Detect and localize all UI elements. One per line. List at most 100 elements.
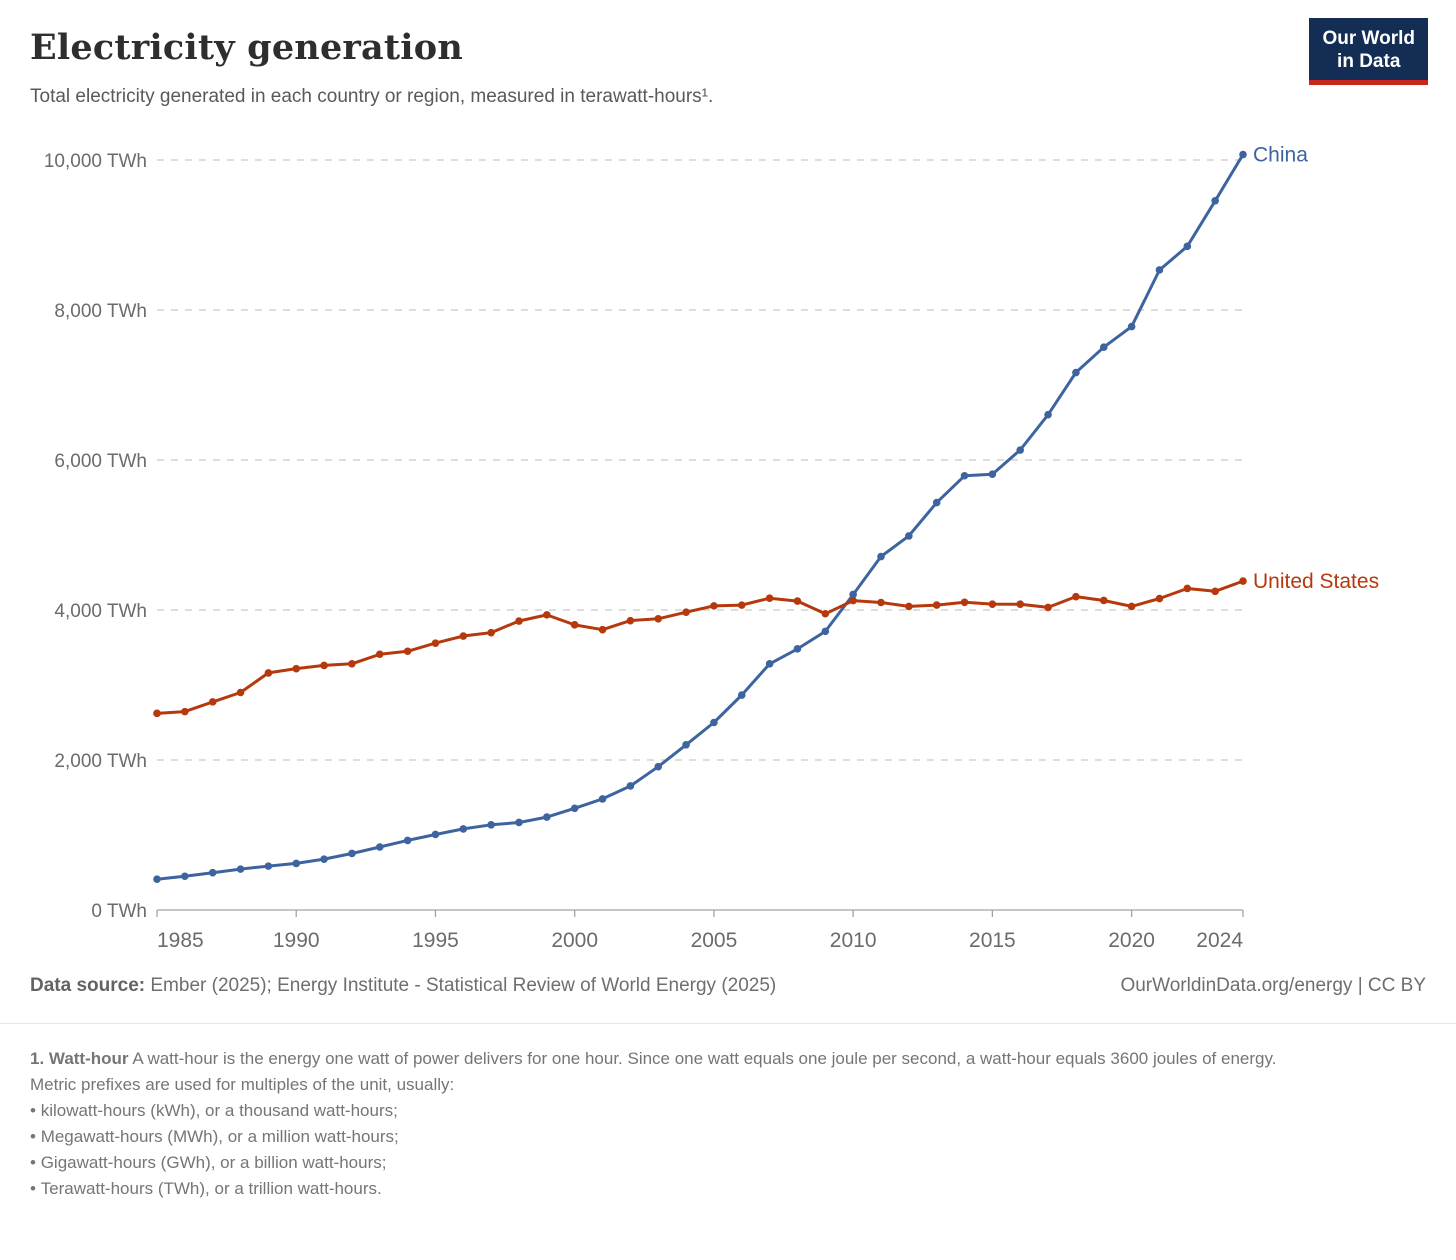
data-point <box>737 691 746 700</box>
data-point <box>1127 602 1136 611</box>
data-point <box>459 632 468 641</box>
data-point <box>515 819 523 827</box>
x-axis-label: 2020 <box>1108 929 1155 952</box>
data-point <box>153 875 161 884</box>
footer-divider <box>0 1023 1456 1025</box>
data-point <box>932 601 941 610</box>
data-point <box>849 591 857 599</box>
data-point <box>626 617 635 625</box>
x-axis-label: 2010 <box>830 929 877 952</box>
data-point <box>348 660 356 668</box>
data-point <box>988 470 997 479</box>
x-axis-label: 2015 <box>969 929 1016 952</box>
data-point <box>626 782 635 791</box>
data-point <box>1044 411 1052 419</box>
data-point <box>292 859 301 868</box>
data-point <box>570 804 579 813</box>
data-point <box>375 650 384 659</box>
data-point <box>264 862 273 871</box>
y-axis-label: 4,000 TWh <box>54 601 147 622</box>
data-point <box>821 610 830 618</box>
data-point <box>765 594 774 603</box>
series-label-china[interactable]: China <box>1253 144 1308 167</box>
owid-logo[interactable]: Our World in Data <box>1309 18 1428 86</box>
data-point <box>264 669 273 678</box>
data-point <box>1155 266 1164 275</box>
y-axis-label: 8,000 TWh <box>54 301 147 322</box>
data-point <box>181 708 189 716</box>
line-chart[interactable]: 0 TWh 2,000 TWh 4,000 TWh 6,000 TWh 8,000 TW… <box>0 110 1456 963</box>
data-point <box>932 499 941 507</box>
data-point <box>1239 151 1247 159</box>
footnote-block: 1. Watt-hour A watt-hour is the energy o… <box>30 1046 1426 1202</box>
owid-logo-line2: in Data <box>1337 51 1401 73</box>
data-point <box>1072 593 1080 601</box>
data-point <box>598 795 607 804</box>
data-point <box>320 661 328 670</box>
data-point <box>181 872 189 881</box>
data-point <box>403 647 412 656</box>
data-point <box>710 719 718 727</box>
data-source-line: Data source: Ember (2025); Energy Instit… <box>30 975 776 997</box>
data-point <box>737 601 746 610</box>
data-source-label: Data source: <box>30 975 146 997</box>
data-point <box>208 869 217 877</box>
data-point <box>320 855 328 864</box>
data-point <box>849 597 857 605</box>
data-point <box>793 597 802 606</box>
data-point <box>821 627 830 636</box>
data-point <box>1155 595 1164 603</box>
y-axis-label: 2,000 TWh <box>54 751 147 772</box>
footnote-bullet-list: kilowatt-hours (kWh), or a thousand watt… <box>30 1098 1426 1202</box>
data-point <box>236 689 245 697</box>
data-point <box>710 602 718 611</box>
data-point <box>348 849 356 858</box>
series-line-china <box>155 153 1245 882</box>
data-point <box>1099 597 1108 605</box>
footnote-bullet: Gigawatt-hours (GWh), or a billion watt-… <box>30 1150 1426 1176</box>
data-point <box>208 698 217 707</box>
data-point <box>960 598 969 607</box>
data-point <box>543 611 551 620</box>
data-point <box>1211 197 1219 205</box>
series-line-united-states <box>155 579 1245 716</box>
data-point <box>877 599 885 607</box>
data-point <box>487 629 495 637</box>
data-point <box>654 763 663 771</box>
footnote-definition: 1. Watt-hour A watt-hour is the energy o… <box>30 1046 1426 1072</box>
x-axis-label: 1985 <box>157 929 204 952</box>
data-point <box>431 639 440 648</box>
data-point <box>1099 343 1108 352</box>
data-point <box>905 602 913 611</box>
x-axis-label: 1995 <box>412 929 459 952</box>
footnote-bullet: Terawatt-hours (TWh), or a trillion watt… <box>30 1176 1426 1202</box>
data-point <box>598 626 607 634</box>
chart-footer: Data source: Ember (2025); Energy Instit… <box>0 975 1456 997</box>
data-point <box>236 865 245 874</box>
data-point <box>292 665 301 673</box>
license-link[interactable]: OurWorldinData.org/energy | CC BY <box>1120 975 1426 997</box>
x-axis-label: 2005 <box>691 929 738 952</box>
data-point <box>153 709 161 718</box>
chart-subtitle: Total electricity generated in each coun… <box>30 85 714 107</box>
data-point <box>543 813 551 822</box>
series-label-united-states[interactable]: United States <box>1253 570 1379 593</box>
data-point <box>570 621 579 629</box>
footnote-definition-text: A watt-hour is the energy one watt of po… <box>128 1049 1277 1069</box>
x-axis-label: 2024 <box>1196 929 1243 952</box>
data-point <box>905 532 913 541</box>
data-point <box>1016 446 1025 455</box>
data-point <box>1044 603 1052 612</box>
y-axis-label: 6,000 TWh <box>54 451 147 472</box>
data-source-text: Ember (2025); Energy Institute - Statist… <box>145 975 777 997</box>
data-point <box>1211 587 1219 596</box>
data-point <box>1183 242 1192 251</box>
data-point <box>459 825 468 834</box>
data-point <box>1016 600 1025 609</box>
line-chart-canvas[interactable]: 0 TWh 2,000 TWh 4,000 TWh 6,000 TWh 8,000 TW… <box>0 110 1456 958</box>
data-point <box>877 553 885 561</box>
chart-header: Electricity generation Total electricity… <box>0 0 1456 110</box>
data-point <box>988 600 997 609</box>
x-axis-label: 2000 <box>551 929 598 952</box>
